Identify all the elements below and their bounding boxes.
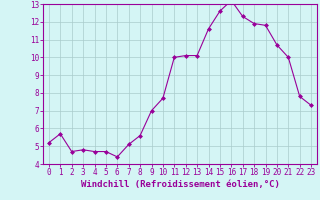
X-axis label: Windchill (Refroidissement éolien,°C): Windchill (Refroidissement éolien,°C): [81, 180, 279, 189]
